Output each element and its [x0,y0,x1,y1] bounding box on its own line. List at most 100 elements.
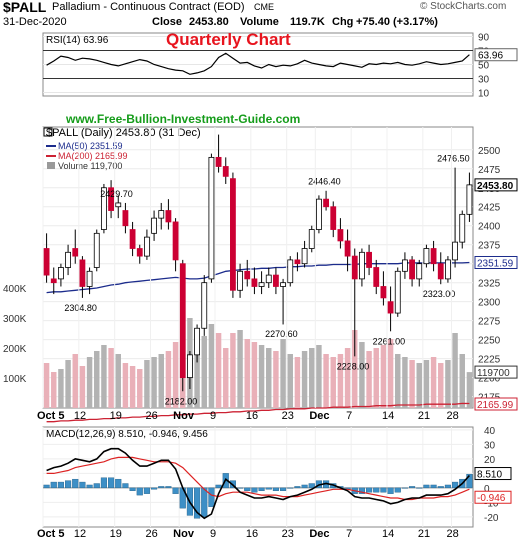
volume-bar [395,354,401,408]
volume-bar [430,357,437,408]
volume-bar [129,366,136,408]
exchange-label: CME [254,2,274,12]
candle-body [273,274,279,287]
price-x-tick: Nov [173,410,195,422]
candle-body [430,248,437,265]
price-y-tick: 2200 [478,374,501,385]
candle-body [466,184,473,215]
candle-body [101,187,107,230]
ma200-tag-box [474,397,518,411]
macd-histogram-bar [165,486,172,489]
candle-body [437,263,444,280]
candle-body [230,178,236,291]
volume-bar [438,363,444,408]
macd-x-tick: 12 [74,528,86,540]
candle-body [287,259,294,284]
chart-header: $PALL Palladium - Continuous Contract (E… [0,0,520,32]
macd-y-tick: 0 [484,484,490,495]
candle-body [423,248,430,265]
volume-legend-swatch [47,162,55,169]
macd-histogram-bar [108,477,115,489]
candle-body [380,286,387,299]
volume-bar [445,360,451,408]
volume-bar [266,348,272,408]
macd-histogram-bar [172,487,179,494]
macd-histogram-bar [237,487,244,489]
candle-body [244,270,251,280]
volume-bar [294,357,301,408]
price-y-tick: 2225 [478,355,501,366]
macd-y-tick: 30 [484,440,496,451]
candle-body [108,187,114,211]
macd-histogram-bar [358,487,365,494]
price-x-tick: 12 [74,410,86,422]
price-x-tick: 26 [146,410,158,422]
volume-bar [51,372,57,408]
macd-panel-frame [42,426,474,528]
candle-body [416,263,423,280]
chart-date: 31-Dec-2020 [3,16,67,28]
candle-body [308,229,315,249]
candle-body [129,229,136,249]
volume-bar [122,363,129,408]
candle-body [194,327,200,356]
macd-histogram-bar [136,487,143,496]
macd-x-tick: 23 [282,528,294,540]
price-y-tick: 2475 [478,165,501,176]
volume-bar [251,342,258,408]
close-label: Close [152,16,182,28]
candle-body [323,198,329,208]
volume-bar [223,348,229,408]
price-x-tick: 16 [246,410,258,422]
macd-x-tick: 9 [210,528,216,540]
macd-legend: MACD(12,26,9) 8.510, -0.946, 9.456 [46,429,208,440]
candle-body [79,259,86,287]
price-legend-swatch [43,127,53,137]
website-watermark: www.Free-Bullion-Investment-Guide.com [66,112,301,126]
macd-histogram-bar [308,483,315,489]
price-x-tick: 7 [346,410,352,422]
candle-body [144,236,150,257]
macd-histogram-bar [43,484,50,489]
price-x-tick: 14 [382,410,394,422]
volume-bar [258,345,265,408]
price-y-tick: 2275 [478,317,501,328]
macd-value-tag-box [474,467,512,481]
volume-bar [452,333,458,408]
volume-bar [287,354,293,408]
macd-x-tick: Oct 5 [37,528,65,540]
volume-legend: Volume 119,700 [58,161,122,171]
ma50-tag: 2351.59 [477,258,514,269]
volume-bar [309,348,315,408]
instrument-name: Palladium - Continuous Contract (EOD) [52,1,245,13]
volume-bar [194,330,200,408]
volume-bar [215,333,222,408]
volume-bar [380,345,387,408]
change-label: Chg [332,16,354,28]
price-x-tick: 9 [210,410,216,422]
volume-bar [144,360,150,408]
candle-body [445,259,451,280]
macd-histogram-bar [65,480,72,489]
candle-body [50,278,57,284]
macd-x-tick: 7 [346,528,352,540]
volume-bar [337,354,344,408]
candle-body [409,259,415,280]
rsi-y-tick: 10 [478,89,490,100]
volume-bar [316,345,322,408]
candle-body [151,217,157,234]
volume-bar [158,354,164,408]
macd-histogram-bar [394,487,401,493]
macd-histogram-bar [79,481,86,489]
macd-histogram-bar [416,487,423,489]
candle-body [58,267,64,280]
candle-body [366,251,372,268]
volume-bar [101,345,107,408]
macd-histogram-bar [272,487,279,491]
macd-histogram-bar [287,487,294,489]
macd-histogram-bar [466,473,473,489]
volume-bar [466,372,473,408]
price-annotation: 2446.40 [308,176,341,186]
volume-y-tick: 400K [3,284,27,295]
ma200-tag: 2165.99 [477,400,514,411]
